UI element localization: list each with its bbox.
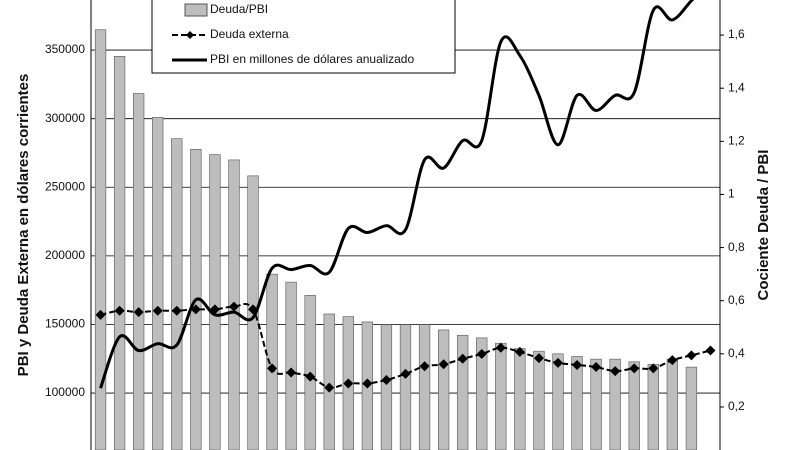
marker — [133, 307, 144, 318]
y-tick-label: 250000 — [45, 179, 85, 193]
marker — [705, 345, 716, 356]
y2-tick-label: 0,2 — [728, 399, 745, 413]
bar — [495, 342, 507, 450]
legend-label: PBI en millones de dólares anualizado — [210, 52, 414, 66]
marker — [152, 305, 163, 316]
legend: Deuda/PBI Deuda externa PBI en millones de… — [151, 0, 456, 74]
bar — [628, 361, 640, 450]
legend-label: Deuda/PBI — [210, 2, 268, 16]
bar — [476, 337, 488, 450]
marker — [514, 346, 525, 357]
bar — [171, 138, 183, 450]
marker — [552, 357, 563, 368]
y-tick-label: 200000 — [45, 248, 85, 262]
marker — [343, 378, 354, 389]
marker — [648, 363, 659, 374]
bar — [209, 154, 221, 450]
y2-tick-label: 1 — [728, 187, 735, 201]
bar — [514, 348, 526, 450]
bar — [685, 366, 698, 450]
bar — [380, 324, 393, 450]
y2-tick-label: 0,6 — [728, 293, 745, 307]
marker — [286, 367, 297, 378]
y-tick-label: 150000 — [45, 317, 85, 331]
bar — [590, 358, 602, 450]
y2-axis-title: Cociente Deuda / PBI — [755, 150, 772, 301]
bar — [399, 324, 412, 450]
marker — [667, 355, 678, 366]
bar — [418, 324, 431, 450]
bar — [647, 364, 659, 450]
y2-tick-label: 1,2 — [728, 133, 745, 147]
marker — [686, 350, 697, 361]
bar — [152, 117, 164, 450]
bar — [113, 56, 126, 450]
debt-line — [100, 302, 711, 389]
y2-tick-label: 1,4 — [728, 80, 745, 94]
marker — [95, 309, 106, 320]
gdp-line — [99, 0, 695, 389]
marker — [610, 366, 621, 377]
legend-label: Deuda externa — [210, 27, 289, 41]
y-tick-label: 100000 — [45, 385, 85, 399]
bar — [571, 356, 583, 450]
marker — [572, 359, 583, 370]
marker — [495, 342, 506, 353]
bar — [457, 334, 469, 450]
y-tick-label: 300000 — [45, 111, 85, 125]
legend-marker — [186, 31, 194, 39]
marker — [381, 375, 392, 386]
bar — [437, 329, 450, 450]
y-tick-label: 350000 — [45, 42, 85, 56]
bar — [133, 93, 145, 450]
marker — [476, 348, 487, 359]
marker — [591, 361, 602, 372]
bar — [666, 358, 678, 450]
bar — [552, 353, 564, 450]
marker — [190, 304, 201, 315]
y-axis-title: PBI y Deuda Externa en dólares corriente… — [15, 74, 32, 377]
bar — [323, 313, 335, 450]
marker — [324, 382, 335, 393]
legend-swatch — [184, 3, 208, 17]
marker — [533, 353, 544, 364]
marker — [457, 353, 468, 364]
marker — [267, 363, 278, 374]
marker — [114, 305, 125, 316]
marker — [419, 361, 430, 372]
y2-tick-label: 0,4 — [728, 346, 745, 360]
bar — [266, 273, 278, 450]
bar — [285, 281, 297, 450]
marker — [171, 305, 182, 316]
marker — [362, 378, 373, 389]
marker — [305, 371, 316, 382]
bar — [533, 350, 545, 450]
marker — [228, 301, 239, 312]
marker — [629, 363, 640, 374]
marker — [438, 359, 449, 370]
y2-tick-label: 0,8 — [728, 240, 745, 254]
y2-tick-label: 1,6 — [728, 27, 745, 41]
marker — [400, 368, 411, 379]
